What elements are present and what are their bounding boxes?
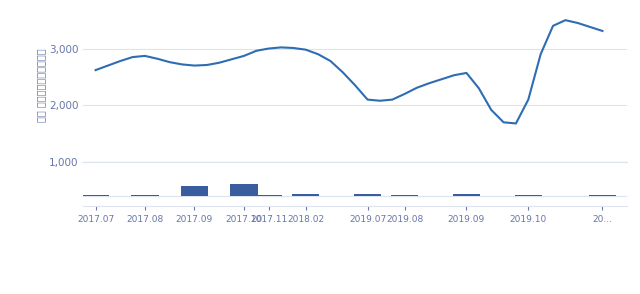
Bar bbox=[354, 194, 381, 196]
Bar bbox=[230, 184, 257, 196]
Y-axis label: 거래 금액（단위：백만원）: 거래 금액（단위：백만원） bbox=[36, 49, 46, 122]
Bar bbox=[515, 195, 542, 196]
Bar bbox=[255, 195, 282, 196]
Bar bbox=[131, 195, 159, 196]
Bar bbox=[453, 194, 480, 196]
Bar bbox=[181, 186, 208, 196]
Bar bbox=[391, 195, 419, 196]
Bar bbox=[292, 194, 319, 196]
Bar bbox=[589, 195, 616, 196]
Bar bbox=[82, 195, 109, 196]
